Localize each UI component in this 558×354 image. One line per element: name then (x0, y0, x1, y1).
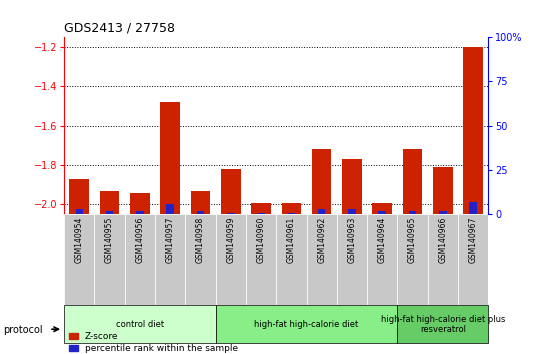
Bar (136, 211, 143, 214)
Bar (367, 214, 397, 306)
Text: GSM140955: GSM140955 (105, 217, 114, 263)
Bar (403, 149, 422, 214)
Text: GSM140962: GSM140962 (317, 217, 326, 263)
Bar (166, 204, 174, 214)
Text: GSM140957: GSM140957 (166, 217, 175, 263)
Bar (215, 214, 246, 306)
Bar (458, 214, 488, 306)
Bar (185, 214, 215, 306)
Bar (281, 202, 301, 214)
Legend: Z-score, percentile rank within the sample: Z-score, percentile rank within the samp… (69, 332, 238, 353)
Text: high-fat high-calorie diet: high-fat high-calorie diet (254, 320, 359, 329)
Bar (257, 213, 265, 214)
Text: GSM140958: GSM140958 (196, 217, 205, 263)
Bar (427, 214, 458, 306)
Text: GSM140963: GSM140963 (348, 217, 357, 263)
Bar (318, 209, 325, 214)
Bar (125, 214, 155, 306)
Bar (312, 149, 331, 214)
Bar (463, 47, 483, 214)
Bar (100, 191, 119, 214)
Bar (306, 214, 337, 306)
Bar (251, 202, 271, 214)
Text: protocol: protocol (3, 325, 42, 335)
Bar (372, 202, 392, 214)
Bar (221, 169, 240, 214)
Bar (69, 179, 89, 214)
Bar (378, 211, 386, 214)
Bar (439, 211, 446, 214)
Text: GSM140960: GSM140960 (257, 217, 266, 263)
Bar (276, 214, 306, 306)
Bar (246, 214, 276, 306)
Bar (94, 214, 125, 306)
Text: GSM140956: GSM140956 (136, 217, 145, 263)
Bar (409, 211, 416, 214)
Bar (64, 214, 94, 306)
Bar (106, 211, 113, 214)
Bar (227, 212, 234, 214)
Bar (348, 209, 355, 214)
Text: control diet: control diet (116, 320, 164, 329)
Bar (160, 102, 180, 214)
Text: GSM140961: GSM140961 (287, 217, 296, 263)
Bar (215, 306, 397, 343)
Text: GSM140967: GSM140967 (469, 217, 478, 263)
Bar (469, 202, 477, 214)
Bar (197, 211, 204, 214)
Bar (155, 214, 185, 306)
Bar (397, 306, 488, 343)
Text: GDS2413 / 27758: GDS2413 / 27758 (64, 22, 175, 35)
Bar (342, 159, 362, 214)
Bar (433, 167, 453, 214)
Bar (191, 191, 210, 214)
Text: GSM140959: GSM140959 (227, 217, 235, 263)
Text: GSM140964: GSM140964 (378, 217, 387, 263)
Bar (75, 209, 83, 214)
Text: high-fat high-calorie diet plus
resveratrol: high-fat high-calorie diet plus resverat… (381, 315, 505, 334)
Text: GSM140966: GSM140966 (439, 217, 448, 263)
Text: GSM140965: GSM140965 (408, 217, 417, 263)
Bar (64, 306, 215, 343)
Bar (287, 213, 295, 214)
Bar (130, 193, 150, 214)
Text: GSM140954: GSM140954 (75, 217, 84, 263)
Bar (397, 214, 427, 306)
Bar (337, 214, 367, 306)
